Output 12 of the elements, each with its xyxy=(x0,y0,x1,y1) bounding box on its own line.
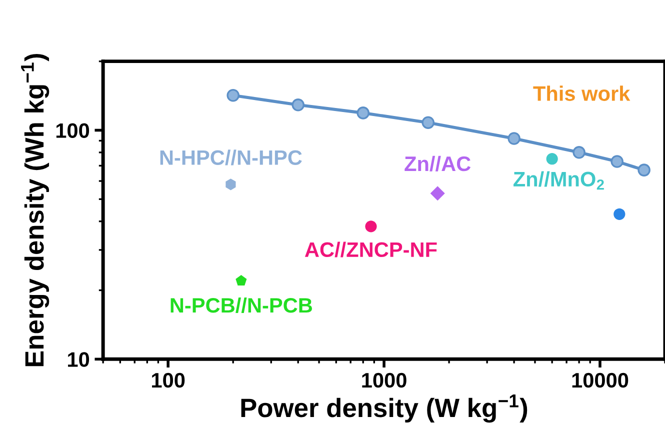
series-label: Zn//MnO$_{2}$ xyxy=(514,171,604,190)
x-tick-label: 1000 xyxy=(362,372,406,388)
series-label: AC//ZNCP-NF xyxy=(304,242,437,258)
x-tick-label: 100 xyxy=(152,372,185,388)
series-label: N-HPC//N-HPC xyxy=(160,150,302,166)
y-tick-label: 10 xyxy=(68,352,90,367)
y-axis-title: Energy density (Wh kg$^{−1}$) xyxy=(21,54,50,366)
series-label: Zn//AC xyxy=(404,156,471,172)
series-label: N-PCB//N-PCB xyxy=(170,297,312,313)
series-label: This work xyxy=(533,86,630,101)
x-tick-label: 10000 xyxy=(572,372,628,388)
x-axis-title: Power density (W kg$^{−1}$) xyxy=(241,394,528,423)
